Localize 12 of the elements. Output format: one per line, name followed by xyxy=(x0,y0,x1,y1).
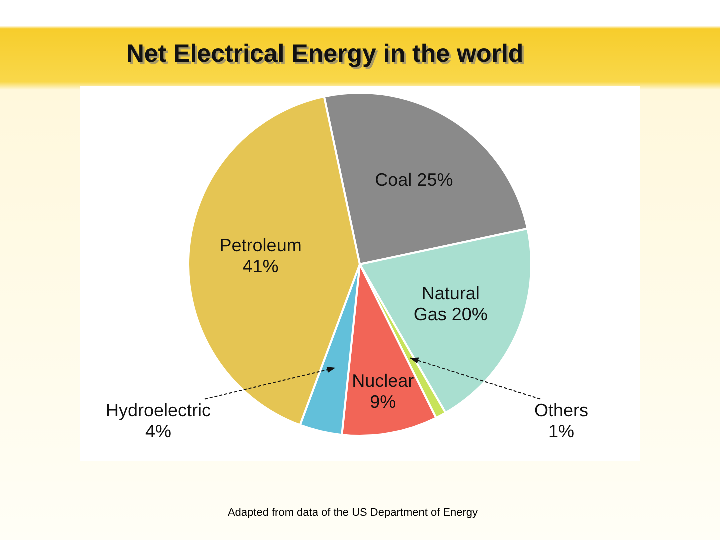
text: Adapted from data of the US Department of Energy xyxy=(228,507,478,519)
slice-label: Hydroelectric xyxy=(106,400,212,421)
slice-label: Coal 25% xyxy=(375,170,454,190)
data-label: 41% xyxy=(242,256,279,277)
data-label: 1% xyxy=(548,422,575,442)
data-label: 9% xyxy=(370,392,396,412)
slice-label: Petroleum xyxy=(220,236,302,256)
chart-title: Net Electrical Energy in the world xyxy=(126,40,524,68)
slice-label: Nuclear xyxy=(352,371,414,392)
slice-label: Others xyxy=(534,400,589,421)
slice-label: Natural Gas 20% xyxy=(414,283,488,324)
data-label: 4% xyxy=(145,422,172,442)
